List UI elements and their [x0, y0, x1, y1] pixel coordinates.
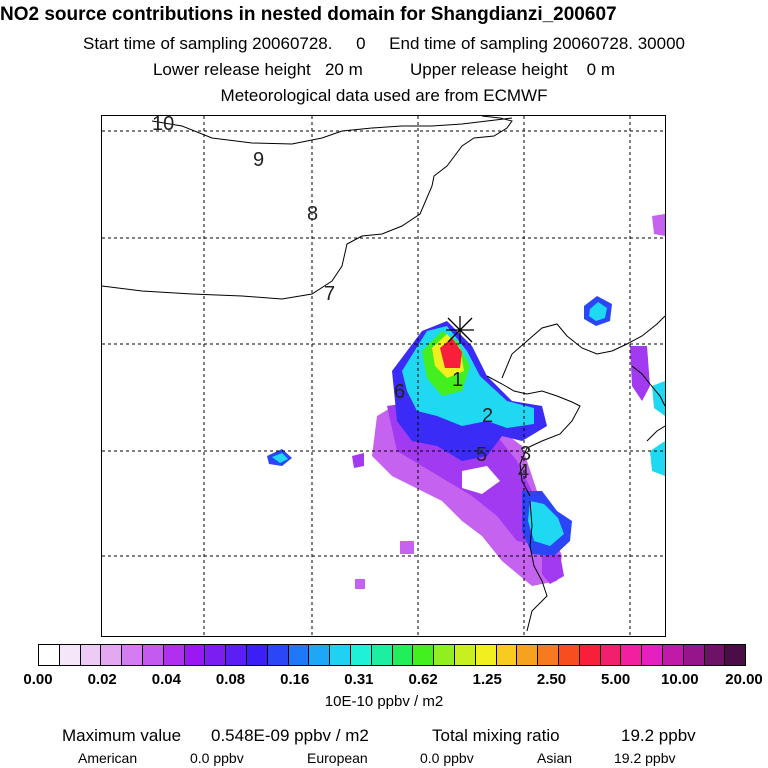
colorbar-tick-label: 0.02 [87, 671, 117, 688]
colorbar [38, 644, 746, 666]
colorbar-cell [309, 645, 331, 665]
contour-label-9: 9 [253, 149, 264, 171]
coastline-peninsula [501, 315, 665, 379]
colorbar-cell [454, 645, 476, 665]
coastlines [102, 116, 665, 632]
colorbar-cell [371, 645, 393, 665]
field-small-3 [355, 579, 365, 589]
colorbar-cell [80, 645, 102, 665]
colorbar-cell [600, 645, 622, 665]
colorbar-cell [558, 645, 580, 665]
contour-label-4: 4 [518, 461, 529, 483]
colorbar-cell [184, 645, 206, 665]
release-height-line: Lower release height 20 m Upper release … [152, 60, 616, 79]
contribution-field [267, 214, 665, 589]
coastline-east [631, 365, 665, 407]
colorbar-cell [475, 645, 497, 665]
field-red [440, 338, 462, 368]
colorbar-cell [434, 645, 455, 665]
contour-labels: 10 9 8 7 6 1 2 3 5 4 [152, 116, 531, 483]
colorbar-cell [163, 645, 185, 665]
max-value: 0.548E-09 ppbv / m2 [211, 726, 369, 745]
colorbar-tick-label: 10.00 [661, 671, 699, 688]
colorbar-cell [725, 645, 746, 665]
colorbar-cell [662, 645, 684, 665]
colorbar-tick-label: 0.08 [215, 671, 246, 688]
field-white-hole [462, 466, 500, 494]
coastline-bay [486, 375, 581, 497]
colorbar-tick-label: 0.62 [408, 671, 438, 688]
colorbar-tick-label: 0.16 [280, 671, 310, 688]
asian-label: Asian [537, 750, 573, 766]
colorbar-cell [288, 645, 310, 665]
colorbar-cell [101, 645, 123, 665]
colorbar-units: 10E-10 ppbv / m2 [324, 693, 444, 710]
colorbar-tick-label: 0.31 [344, 671, 374, 688]
colorbar-tick-label: 5.00 [601, 671, 631, 688]
colorbar-cell [330, 645, 351, 665]
total-mixing-label: Total mixing ratio [432, 726, 560, 745]
star-cross-icon [446, 316, 474, 344]
colorbar-cell [142, 645, 164, 665]
colorbar-cell [579, 645, 601, 665]
contour-label-6: 6 [394, 381, 405, 403]
colorbar-cell [122, 645, 143, 665]
max-value-label: Maximum value [62, 726, 182, 745]
colorbar-cell [496, 645, 518, 665]
map-panel: 10 9 8 7 6 1 2 3 5 4 [101, 115, 666, 637]
contour-label-8: 8 [307, 203, 318, 225]
colorbar-cell [39, 645, 60, 665]
field-small-1 [352, 453, 364, 468]
field-east-blob [630, 346, 650, 401]
colorbar-tick-label: 20.00 [725, 671, 763, 688]
met-data-line: Meteorological data used are from ECMWF [220, 86, 548, 105]
contour-label-10: 10 [152, 116, 174, 135]
sampling-time-line: Start time of sampling 20060728. 0 End t… [83, 34, 685, 53]
total-mixing-value: 19.2 ppbv [621, 726, 696, 745]
colorbar-cell [246, 645, 268, 665]
colorbar-cell [642, 645, 663, 665]
european-value: 0.0 ppbv [420, 750, 474, 766]
colorbar-tick-label: 0.04 [151, 671, 181, 688]
field-small-2 [400, 541, 414, 554]
colorbar-cell [205, 645, 227, 665]
american-value: 0.0 ppbv [190, 750, 244, 766]
colorbar-cell [517, 645, 539, 665]
coastline-east-2 [646, 425, 665, 442]
chart-title: NO2 source contributions in nested domai… [0, 4, 617, 25]
asian-value: 19.2 ppbv [614, 750, 676, 766]
contour-label-2: 2 [482, 405, 493, 427]
colorbar-cell [413, 645, 435, 665]
colorbar-cell [621, 645, 643, 665]
colorbar-cell [226, 645, 247, 665]
field-small-4 [542, 554, 564, 584]
colorbar-cell [683, 645, 705, 665]
colorbar-cell [59, 645, 81, 665]
field-ne-blob-core [589, 302, 607, 321]
colorbar-cell [350, 645, 372, 665]
colorbar-cell [538, 645, 559, 665]
contour-label-3: 3 [520, 443, 531, 465]
colorbar-cell [392, 645, 414, 665]
colorbar-cell [267, 645, 289, 665]
american-label: American [78, 750, 138, 766]
european-label: European [307, 750, 368, 766]
contour-label-5: 5 [476, 444, 487, 466]
field-se-cyan [528, 501, 564, 546]
colorbar-tick-label: 2.50 [536, 671, 567, 688]
field-east-edge-2 [650, 441, 665, 476]
colorbar-tick-label: 1.25 [472, 671, 502, 688]
colorbar-tick-label: 0.00 [23, 671, 53, 688]
field-east-edge [652, 381, 665, 416]
contour-label-7: 7 [324, 283, 335, 305]
field-west-blob-core [272, 453, 288, 463]
coastline-north [102, 116, 513, 300]
contour-label-1: 1 [452, 369, 463, 391]
colorbar-cell [704, 645, 726, 665]
graticule [102, 116, 665, 636]
map-svg: 10 9 8 7 6 1 2 3 5 4 [102, 116, 665, 636]
coastline-south [526, 500, 548, 632]
field-small-5 [652, 214, 665, 236]
